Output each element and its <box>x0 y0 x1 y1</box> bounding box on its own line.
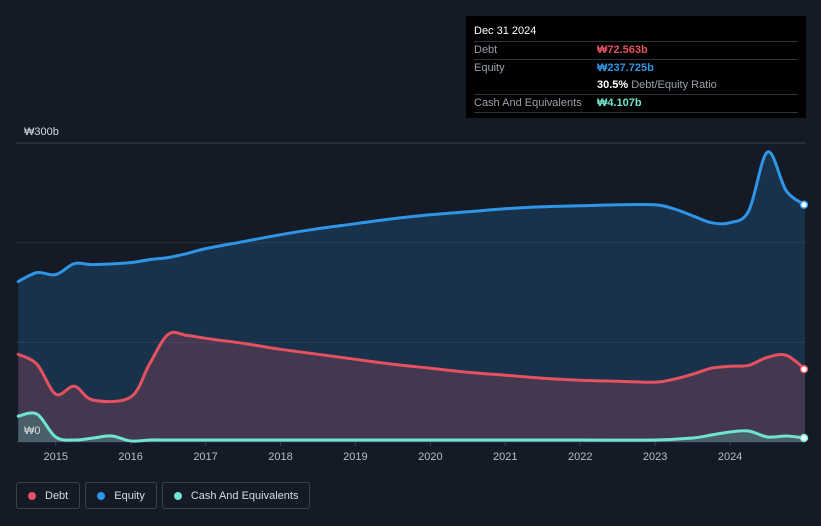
debt-dot-icon <box>28 491 36 500</box>
legend-item-cash[interactable]: Cash And Equivalents <box>161 482 311 509</box>
legend-item-debt[interactable]: Debt <box>16 482 81 509</box>
legend: Debt Equity Cash And Equivalents <box>16 482 311 509</box>
x-tick-label: 2015 <box>43 451 67 463</box>
tooltip-panel: Dec 31 2024 Debt ₩72.563b Equity ₩237.72… <box>466 16 806 118</box>
tooltip-cash-value: ₩4.107b <box>597 97 642 109</box>
tooltip-row-ratio: 30.5% Debt/Equity Ratio <box>474 77 798 94</box>
tooltip-row-equity: Equity ₩237.725b <box>474 59 798 77</box>
ratio-value: 30.5% <box>597 79 629 91</box>
x-tick-label: 2024 <box>718 451 742 463</box>
x-tick-label: 2023 <box>643 451 667 463</box>
y-tick-label: ₩0 <box>24 425 41 437</box>
x-tick-label: 2021 <box>493 451 517 463</box>
tooltip-cash-label: Cash And Equivalents <box>474 97 582 109</box>
series-areas <box>18 151 805 442</box>
legend-equity-label: Equity <box>114 489 145 502</box>
cash-dot-icon <box>173 491 182 500</box>
cash-and-equivalents-end-marker <box>799 433 809 443</box>
series-lines <box>16 150 807 443</box>
tooltip-debt-label: Debt <box>474 44 498 56</box>
legend-item-equity[interactable]: Equity <box>85 482 157 509</box>
end-markers <box>799 200 809 443</box>
tooltip-ratio-label <box>474 77 597 94</box>
tooltip-row-cash: Cash And Equivalents ₩4.107b <box>474 94 798 112</box>
tooltip-bottom-rule <box>474 112 798 113</box>
ratio-caption: Debt/Equity Ratio <box>631 79 717 91</box>
legend-cash-label: Cash And Equivalents <box>190 489 299 502</box>
x-tick-label: 2016 <box>118 451 142 463</box>
tooltip-equity-label: Equity <box>474 62 505 74</box>
x-tick-label: 2018 <box>268 451 292 463</box>
equity-end-marker <box>799 200 809 210</box>
debt-line <box>16 330 807 404</box>
axis-labels: ₩300b ₩0 2015 2016 2017 2018 2019 2020 2021 2022 2… <box>24 126 742 463</box>
debt-end-marker <box>799 364 809 374</box>
cash-and-equivalents-area <box>18 412 805 442</box>
gridlines <box>16 142 805 443</box>
tooltip-row-debt: Debt ₩72.563b <box>474 41 798 59</box>
tooltip-date: Dec 31 2024 <box>474 25 537 37</box>
equity-area <box>18 151 805 442</box>
x-tick-label: 2020 <box>418 451 442 463</box>
tooltip-equity-value: ₩237.725b <box>597 62 654 74</box>
equity-dot-icon <box>97 491 106 500</box>
tooltip-ratio-value: 30.5% Debt/Equity Ratio <box>597 77 717 94</box>
y-tick-label: ₩300b <box>24 126 59 138</box>
tooltip-debt-value: ₩72.563b <box>597 44 648 56</box>
cash-and-equivalents-line <box>16 411 807 443</box>
x-tick-label: 2022 <box>568 451 592 463</box>
debt-area <box>18 332 805 442</box>
legend-debt-label: Debt <box>45 489 69 502</box>
x-tick-label: 2017 <box>193 451 217 463</box>
x-tick-label: 2019 <box>343 451 367 463</box>
equity-line <box>16 150 807 284</box>
